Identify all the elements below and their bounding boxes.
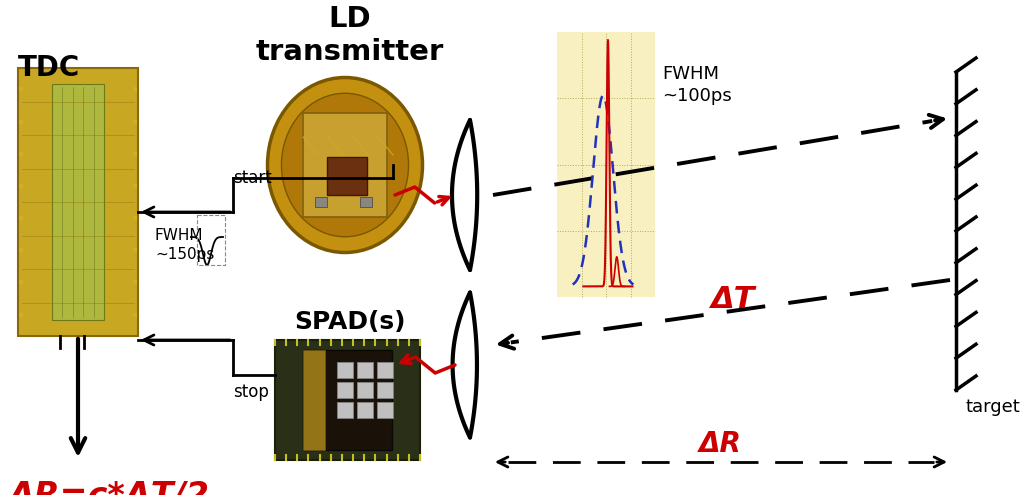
Bar xyxy=(133,88,137,92)
Bar xyxy=(133,312,137,317)
Bar xyxy=(337,402,353,418)
Text: FWHM
~150ps: FWHM ~150ps xyxy=(155,228,214,262)
Ellipse shape xyxy=(267,78,423,252)
Bar xyxy=(327,157,367,195)
Bar xyxy=(19,248,23,252)
Bar xyxy=(19,216,23,220)
Bar xyxy=(303,113,387,217)
Bar xyxy=(303,350,325,450)
Bar xyxy=(19,184,23,188)
Bar xyxy=(19,280,23,285)
Bar xyxy=(133,152,137,156)
Text: TDC: TDC xyxy=(18,54,80,82)
Bar xyxy=(315,197,327,207)
Text: SPAD(s): SPAD(s) xyxy=(294,310,406,334)
Bar xyxy=(133,120,137,124)
Bar xyxy=(377,402,393,418)
Ellipse shape xyxy=(282,93,409,237)
Text: target: target xyxy=(966,398,1021,416)
Bar xyxy=(377,382,393,398)
Text: ΔR=c*ΔT/2: ΔR=c*ΔT/2 xyxy=(8,480,209,495)
Bar xyxy=(557,32,655,297)
Text: ΔR: ΔR xyxy=(698,430,741,458)
Bar xyxy=(337,382,353,398)
Bar xyxy=(356,382,373,398)
Text: start: start xyxy=(233,169,271,187)
Bar xyxy=(360,197,372,207)
Text: FWHM
~100ps: FWHM ~100ps xyxy=(662,65,732,105)
Bar xyxy=(133,184,137,188)
Bar xyxy=(275,340,420,460)
Bar xyxy=(19,152,23,156)
Bar xyxy=(51,84,104,320)
Bar xyxy=(133,280,137,285)
Text: LD
transmitter: LD transmitter xyxy=(256,5,444,66)
Bar xyxy=(133,216,137,220)
Bar xyxy=(303,350,392,450)
Bar xyxy=(356,362,373,378)
Text: ΔT: ΔT xyxy=(710,286,755,314)
Bar xyxy=(356,402,373,418)
Bar xyxy=(377,362,393,378)
Bar xyxy=(133,248,137,252)
Bar xyxy=(337,362,353,378)
Bar xyxy=(19,120,23,124)
Bar xyxy=(19,88,23,92)
Text: stop: stop xyxy=(233,383,269,401)
Bar xyxy=(19,312,23,317)
Bar xyxy=(18,68,138,336)
